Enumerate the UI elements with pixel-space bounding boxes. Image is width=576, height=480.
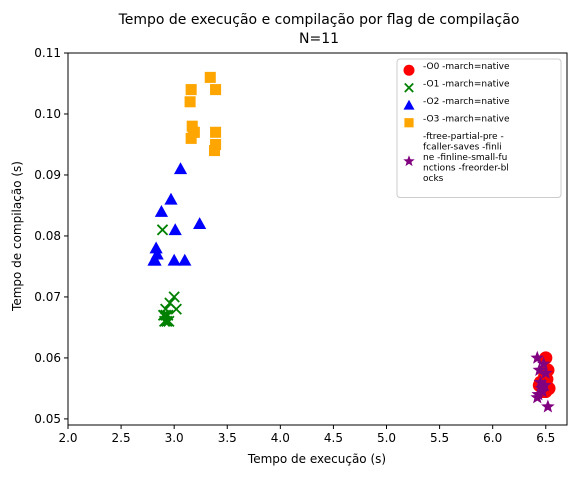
data-point-series-4 [541,399,555,413]
data-point-series-4 [530,390,545,404]
legend-label-3: -O3 -march=native [423,115,510,125]
data-point-series-1 [170,303,182,315]
data-point-series-4 [530,350,545,364]
data-point-series-2 [178,253,192,266]
legend-box [396,58,562,198]
data-point-series-1 [168,291,180,303]
legend-marker-2 [403,99,415,110]
data-point-series-2 [164,192,178,205]
data-point-series-1 [156,224,169,236]
data-point-series-2 [148,253,162,266]
legend-marker-0 [403,64,415,76]
legend-marker-4 [403,155,415,167]
x-tick-label: 4.5 [324,431,343,445]
y-tick-label: 0.11 [34,46,61,60]
data-point-series-3 [210,84,222,96]
x-tick-label: 6.0 [483,431,502,445]
data-point-series-2 [193,217,207,230]
chart-subtitle: N=11 [299,31,339,47]
data-point-series-4 [532,362,547,376]
x-axis-label: Tempo de execução (s) [247,452,386,466]
data-point-series-2 [167,253,181,266]
data-point-series-3 [185,132,197,144]
data-point-series-1 [163,315,175,328]
y-tick-label: 0.09 [34,168,61,182]
data-point-series-3 [186,120,198,132]
y-tick-label: 0.10 [34,107,61,121]
x-tick-label: 2.0 [58,431,77,445]
data-point-series-2 [168,223,182,236]
data-point-series-4 [536,356,551,370]
data-point-series-3 [210,126,222,138]
y-tick-label: 0.06 [34,351,61,365]
x-tick-label: 2.5 [112,431,131,445]
y-tick-label: 0.05 [34,412,61,426]
data-point-series-3 [204,71,216,83]
data-point-series-4 [538,365,553,379]
data-point-series-4 [537,378,552,392]
legend-marker-3 [404,118,414,128]
data-point-series-2 [173,162,188,175]
data-point-series-2 [149,241,163,254]
y-tick-label: 0.08 [34,229,61,243]
legend-label-4: -ftree-partial-pre -fcaller-saves -finli… [423,132,509,184]
data-point-series-3 [210,138,222,150]
data-points [147,71,556,413]
data-point-series-2 [154,204,169,217]
x-tick-label: 4.0 [271,431,290,445]
x-tick-label: 3.0 [165,431,184,445]
x-tick-label: 5.0 [377,431,396,445]
data-point-series-3 [208,145,221,157]
data-point-series-3 [187,126,199,138]
plot-frame [67,52,568,426]
data-point-series-1 [160,309,172,321]
x-tick-label: 6.5 [536,431,555,445]
legend-label-2: -O2 -march=native [423,97,510,107]
chart-title: Tempo de execução e compilação por flag … [118,12,520,28]
x-tick-label: 3.5 [218,431,237,445]
y-axis-ticks: 0.05 0.06 0.07 0.08 0.09 0.10 0.11 [34,46,68,426]
y-tick-label: 0.07 [34,290,61,304]
legend-label-0: -O0 -march=native [423,62,510,72]
data-point-series-3 [184,96,196,108]
data-point-series-4 [534,381,549,395]
data-point-series-3 [185,84,197,96]
legend-marker-1 [404,82,414,93]
legend: -O0 -march=native -O1 -march=native -O2 -m… [396,58,562,198]
x-tick-label: 5.5 [430,431,449,445]
legend-label-1: -O1 -march=native [423,80,510,90]
data-point-series-4 [533,375,548,389]
x-axis-ticks: 2.0 2.5 3.0 3.5 4.0 4.5 5.0 5.5 6.0 6.5 [58,425,555,445]
y-axis-label: Tempo de compilação (s) [10,161,24,312]
